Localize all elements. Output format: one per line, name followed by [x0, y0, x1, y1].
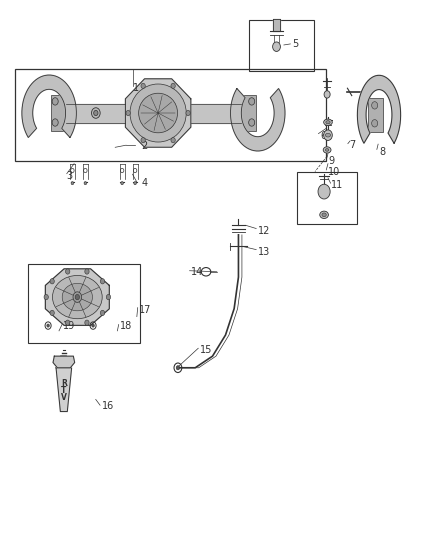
Text: T: T	[61, 386, 67, 395]
Bar	[239, 94, 256, 132]
Text: R: R	[61, 379, 67, 388]
Text: 13: 13	[258, 247, 270, 257]
Ellipse shape	[323, 147, 331, 153]
Text: 14: 14	[191, 267, 203, 277]
Circle shape	[324, 91, 330, 98]
Circle shape	[71, 182, 74, 185]
Text: 11: 11	[332, 180, 344, 190]
Circle shape	[84, 182, 87, 185]
Text: 10: 10	[328, 166, 340, 176]
Bar	[297, 172, 357, 224]
Text: 16: 16	[102, 401, 114, 411]
Text: 12: 12	[258, 225, 270, 236]
Circle shape	[324, 130, 332, 140]
Text: 6: 6	[321, 131, 327, 141]
Circle shape	[92, 324, 94, 327]
Circle shape	[318, 184, 330, 199]
Ellipse shape	[325, 149, 329, 151]
Ellipse shape	[62, 284, 92, 311]
Text: 5: 5	[293, 39, 299, 49]
Text: 15: 15	[200, 345, 212, 355]
Text: 4: 4	[141, 178, 147, 188]
Bar	[51, 94, 68, 132]
Circle shape	[100, 279, 105, 284]
Circle shape	[66, 320, 70, 325]
Circle shape	[186, 110, 190, 116]
Ellipse shape	[326, 120, 330, 124]
Text: 9: 9	[328, 156, 334, 166]
Circle shape	[249, 119, 255, 126]
Ellipse shape	[322, 213, 326, 216]
Circle shape	[372, 102, 378, 109]
Polygon shape	[230, 88, 285, 151]
Circle shape	[141, 83, 145, 88]
Bar	[28, 264, 140, 343]
Circle shape	[94, 110, 98, 116]
Circle shape	[73, 292, 81, 302]
Ellipse shape	[320, 211, 328, 219]
Circle shape	[372, 119, 378, 127]
Circle shape	[50, 310, 54, 316]
Text: 19: 19	[64, 320, 76, 330]
Polygon shape	[22, 75, 76, 138]
Text: 1: 1	[133, 83, 139, 93]
Polygon shape	[56, 368, 72, 411]
Bar	[15, 69, 326, 161]
Polygon shape	[46, 269, 110, 325]
Ellipse shape	[139, 93, 177, 133]
Circle shape	[66, 269, 70, 274]
Circle shape	[52, 98, 58, 105]
Ellipse shape	[325, 133, 331, 137]
Circle shape	[85, 269, 89, 274]
Circle shape	[176, 366, 180, 370]
Circle shape	[249, 98, 255, 105]
Circle shape	[121, 182, 124, 185]
Circle shape	[106, 294, 111, 300]
Circle shape	[141, 138, 145, 143]
Circle shape	[47, 324, 49, 327]
Bar	[368, 98, 383, 132]
Circle shape	[272, 42, 280, 51]
Text: 7: 7	[349, 140, 355, 150]
Circle shape	[171, 83, 175, 88]
Circle shape	[100, 310, 105, 316]
Text: V: V	[61, 393, 67, 402]
Text: 2: 2	[141, 141, 148, 151]
Circle shape	[126, 110, 131, 116]
Circle shape	[134, 182, 136, 185]
Text: 8: 8	[379, 147, 385, 157]
Polygon shape	[125, 79, 191, 147]
Polygon shape	[357, 75, 401, 143]
Text: 17: 17	[139, 305, 152, 315]
Circle shape	[92, 108, 100, 118]
Text: 3: 3	[67, 171, 73, 181]
Ellipse shape	[324, 119, 332, 125]
Text: 18: 18	[120, 320, 133, 330]
Polygon shape	[53, 356, 74, 368]
Circle shape	[50, 279, 54, 284]
Circle shape	[52, 119, 58, 126]
Circle shape	[44, 294, 48, 300]
Circle shape	[75, 294, 79, 300]
Bar	[249, 20, 314, 71]
Circle shape	[85, 320, 89, 325]
Circle shape	[171, 138, 175, 143]
Ellipse shape	[53, 276, 102, 319]
Ellipse shape	[130, 84, 186, 142]
